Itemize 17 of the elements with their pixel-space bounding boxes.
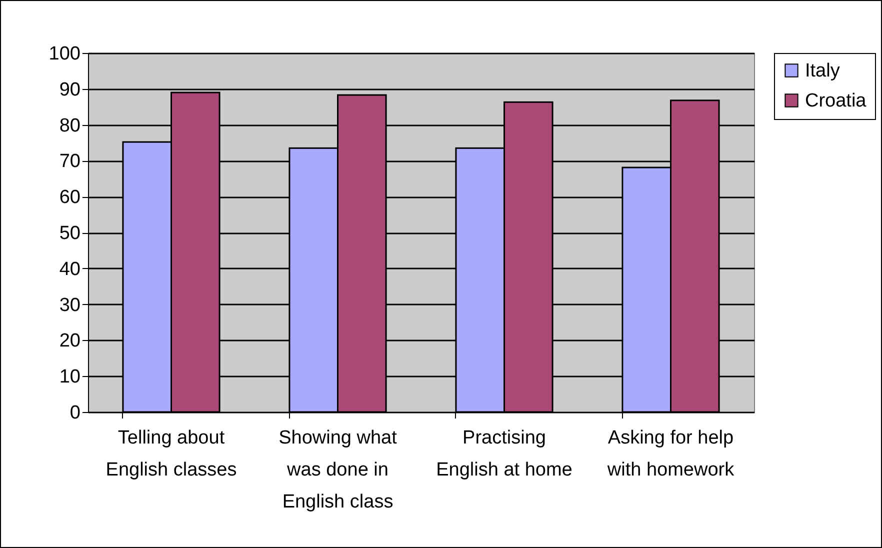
y-tick-label: 60 — [59, 187, 80, 208]
x-tick-label: Practising English at home — [436, 428, 572, 480]
y-tick-label: 70 — [59, 151, 80, 172]
y-tick-label: 10 — [59, 366, 80, 388]
legend-label: Italy — [805, 60, 840, 82]
y-tick-label: 90 — [59, 79, 80, 100]
y-tick-label: 30 — [59, 294, 80, 316]
y-tick-label: 20 — [59, 330, 80, 352]
x-tick-label: Telling about English classes — [106, 428, 237, 480]
y-tick-label: 40 — [59, 258, 80, 280]
y-tick-label: 100 — [48, 44, 80, 64]
x-tick-label: Asking for help with homework — [606, 428, 735, 480]
y-tick-label: 50 — [59, 223, 80, 244]
y-tick-label: 0 — [70, 402, 80, 424]
legend-label: Croatia — [805, 90, 867, 112]
y-tick-label: 80 — [59, 115, 80, 136]
x-tick-label: Showing what was done in English class — [278, 428, 398, 512]
